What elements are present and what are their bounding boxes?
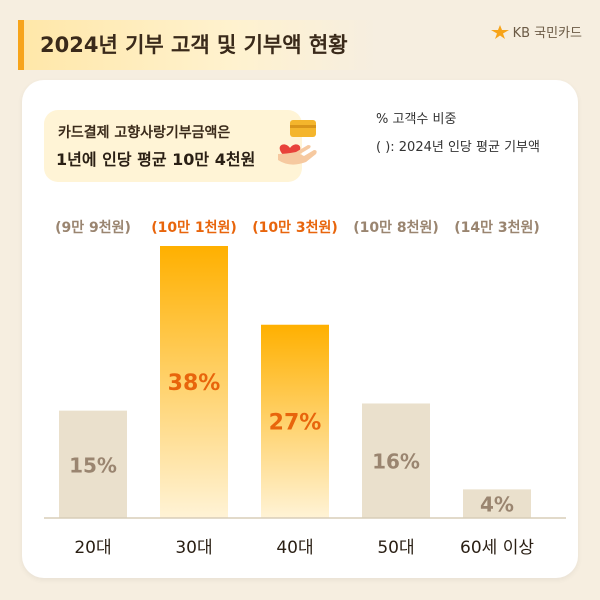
kb-logo: KB 국민카드 bbox=[490, 22, 582, 41]
bar-value-label-3: 16% bbox=[372, 450, 420, 474]
callout-line2: 1년에 인당 평균 10만 4천원 bbox=[56, 150, 256, 169]
avg-donation-label-0: (9만 9천원) bbox=[55, 220, 131, 236]
bar-4 bbox=[463, 489, 531, 518]
bar-1 bbox=[160, 246, 228, 518]
bar-3 bbox=[362, 403, 430, 518]
category-label-1: 30대 bbox=[175, 538, 212, 558]
callout-line1: 카드결제 고향사랑기부금액은 bbox=[58, 125, 231, 141]
category-label-0: 20대 bbox=[74, 538, 111, 558]
header-background bbox=[18, 20, 378, 70]
hand-heart-card-icon bbox=[278, 120, 317, 165]
category-label-3: 50대 bbox=[377, 538, 414, 558]
avg-donation-label-3: (10만 8천원) bbox=[353, 220, 439, 236]
bar-value-label-4: 4% bbox=[480, 493, 514, 517]
legend-share-note: % 고객수 비중 bbox=[376, 112, 457, 127]
page-title: 2024년 기부 고객 및 기부액 현황 bbox=[40, 33, 348, 57]
legend-average-note: ( ): 2024년 인당 평균 기부액 bbox=[376, 140, 540, 155]
avg-donation-label-4: (14만 3천원) bbox=[454, 220, 540, 236]
category-label-2: 40대 bbox=[276, 538, 313, 558]
logo-text: KB 국민카드 bbox=[512, 26, 582, 41]
avg-donation-label-2: (10만 3천원) bbox=[252, 220, 338, 236]
header-accent-bar bbox=[18, 20, 24, 70]
bar-value-label-0: 15% bbox=[69, 453, 117, 477]
avg-donation-label-1: (10만 1천원) bbox=[151, 220, 237, 236]
bar-2 bbox=[261, 324, 329, 518]
callout-box bbox=[44, 110, 302, 182]
bar-value-label-2: 27% bbox=[269, 410, 322, 435]
kb-star-icon bbox=[490, 24, 509, 39]
category-label-4: 60세 이상 bbox=[460, 538, 534, 558]
bar-0 bbox=[59, 410, 127, 518]
bar-value-label-1: 38% bbox=[168, 371, 221, 396]
